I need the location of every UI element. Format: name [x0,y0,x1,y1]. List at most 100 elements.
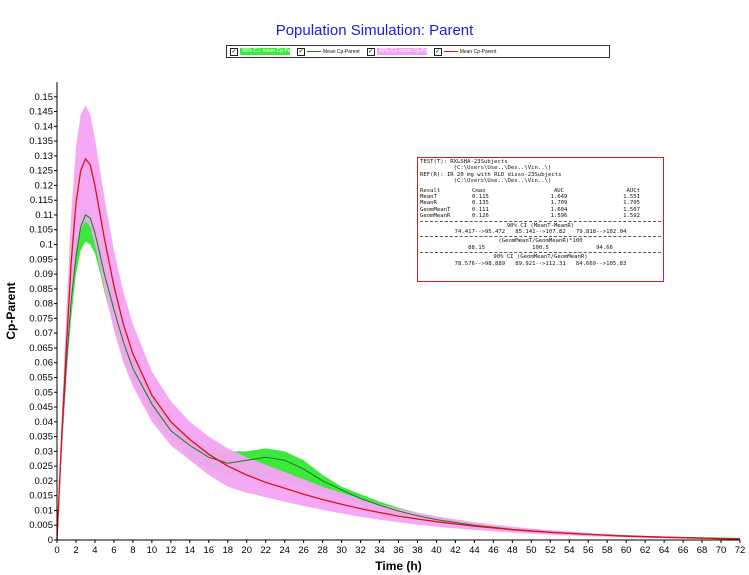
geo-ci-title: 90% CI (GeomMeanT/GeomMeanR) [493,254,588,261]
y-tick-label: 0.015 [29,491,53,502]
x-tick-label: 22 [260,545,271,556]
y-tick-label: 0.11 [35,210,53,221]
y-tick-label: 0.08 [35,299,54,310]
y-tick-label: 0.01 [35,505,54,516]
y-tick-label: 0.055 [29,372,53,383]
legend-line-swatch [307,51,321,52]
x-tick-label: 24 [279,545,290,556]
y-tick-label: 0.09 [35,269,54,280]
y-tick-label: 0.04 [35,417,54,428]
x-tick-label: 68 [697,545,708,556]
y-tick-label: 0.085 [29,284,53,295]
stats-cell: 1.507 [623,206,640,213]
x-tick-label: 30 [336,545,347,556]
legend-checkbox[interactable]: ✓ [433,47,442,56]
y-tick-label: 0.05 [35,387,54,398]
geo-ratio-values: 88.15 100.5 94.66 [468,244,613,251]
x-tick-label: 34 [374,545,385,556]
x-tick-label: 54 [564,545,575,556]
stats-cell: MeanR [420,200,437,207]
x-tick-label: 56 [583,545,594,556]
x-tick-label: 44 [469,545,480,556]
x-tick-label: 40 [431,545,442,556]
x-tick-label: 62 [640,545,651,556]
stats-cell: GeomMeanR [420,213,451,220]
y-tick-label: 0.15 [35,92,54,103]
x-tick-label: 18 [222,545,233,556]
divider [420,236,661,238]
y-tick-label: 0.06 [35,358,54,369]
stats-header-cell: AUC [553,187,565,194]
x-tick-label: 64 [659,545,670,556]
y-tick-label: 0.115 [30,195,53,206]
stats-cell: MeanT [420,194,437,201]
x-tick-label: 26 [298,545,309,556]
ci-values: 74.417-->95.472 85.141-->107.82 79.818--… [454,229,627,236]
x-tick-label: 42 [450,545,461,556]
stats-cell: 0.111 [472,206,489,213]
y-tick-label: 0.045 [29,402,53,413]
y-tick-label: 0.02 [35,476,54,487]
y-tick-label: 0.105 [29,225,53,236]
legend-item[interactable]: ✓ Mean Cp-Parent [294,46,360,57]
ref-path: (C:\Users\Use..\Des..\Vin..\) [420,178,552,185]
legend-checkbox[interactable]: ✓ [230,47,238,56]
statistics-box: TEST(T): RXLSHA-23Subjects (C:\Users\Use… [417,157,664,282]
divider [420,252,661,254]
legend-item[interactable]: ✓ Mean Cp-Parent [431,46,497,57]
stats-header-cell: Result [420,187,441,194]
stats-cell: 1.596 [550,213,568,220]
x-tick-label: 2 [73,545,78,556]
x-tick-label: 70 [716,545,727,556]
x-tick-label: 12 [166,545,177,556]
legend-item[interactable]: ✓90% C.I. mean Cp-Parent [364,46,427,57]
legend-swatch: 90% C.I. mean Cp-Parent [376,48,427,55]
legend-label: Mean Cp-Parent [459,48,497,55]
x-tick-label: 50 [526,545,537,556]
test-label: TEST(T): RXLSHA-23Subjects [420,159,508,165]
x-tick-label: 4 [92,545,97,556]
ref-label: REF(R): IR 20 mg with RLD disso-23Subjec… [420,171,562,178]
mean-line-red [56,157,741,541]
stats-cell: 1.705 [623,200,640,207]
stats-cell: 1.592 [623,213,640,220]
stats-cell: 1.551 [623,194,640,201]
x-tick-label: 20 [241,545,252,556]
stats-cell: 1.709 [550,200,568,207]
ci-title: 90% CI (MeanT-MeanR) [506,222,575,229]
legend-item[interactable]: ✓90% C.I. mean Cp-Parent [227,46,290,57]
legend-swatch: 90% C.I. mean Cp-Parent [240,48,290,55]
x-tick-label: 36 [393,545,404,556]
stats-row: GeomMeanR 0.126 1.596 1.592 [420,213,661,219]
stats-cell: GeomMeanT [420,206,451,213]
legend-checkbox[interactable]: ✓ [366,47,375,56]
geo-ratio-title: (GeomMeanT/GeomMeanR)*100 [498,238,583,245]
stats-cell: 1.649 [550,194,568,201]
chart-title: Population Simulation: Parent [275,22,474,39]
stats-cell: 1.604 [550,206,568,213]
y-axis-label: Cp-Parent [4,282,18,339]
y-tick-label: 0.005 [29,520,53,531]
divider [420,220,661,222]
x-tick-label: 16 [203,545,214,556]
y-tick-label: 0.075 [29,313,53,324]
x-tick-label: 46 [488,545,499,556]
y-tick-label: 0.065 [29,343,53,354]
y-tick-label: 0.07 [35,328,54,339]
stats-header: Result Cmax AUC AUCt [420,188,661,194]
x-tick-label: 52 [545,545,556,556]
stats-cell: 0.115 [472,194,489,201]
x-tick-label: 72 [735,545,746,556]
stats-header-cell: AUCt [626,187,640,194]
x-tick-label: 58 [602,545,613,556]
x-tick-label: 10 [147,545,158,556]
legend[interactable]: ✓90% C.I. mean Cp-Parent✓Mean Cp-Parent✓… [226,45,610,58]
stats-row: MeanR 0.135 1.709 1.705 [420,200,661,206]
x-tick-label: 14 [185,545,196,556]
y-tick-label: 0.135 [29,136,53,147]
x-tick-label: 0 [54,545,59,556]
legend-checkbox[interactable]: ✓ [297,47,305,56]
y-tick-label: 0.14 [35,121,54,132]
x-tick-label: 6 [111,545,116,556]
